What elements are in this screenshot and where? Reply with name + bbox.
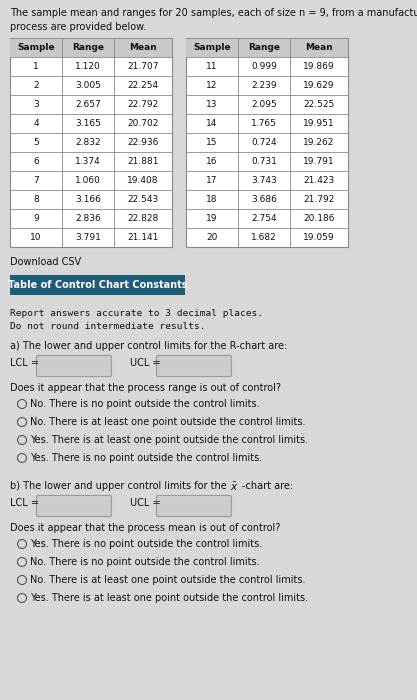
Text: No. There is no point outside the control limits.: No. There is no point outside the contro… <box>30 557 260 567</box>
Text: 17: 17 <box>206 176 218 185</box>
Text: 19.869: 19.869 <box>303 62 335 71</box>
Text: No. There is no point outside the control limits.: No. There is no point outside the contro… <box>30 399 260 409</box>
Text: 6: 6 <box>33 157 39 166</box>
Text: Range: Range <box>72 43 104 52</box>
Text: Does it appear that the process range is out of control?: Does it appear that the process range is… <box>10 383 281 393</box>
Text: 15: 15 <box>206 138 218 147</box>
Text: 19: 19 <box>206 214 218 223</box>
Text: 8: 8 <box>33 195 39 204</box>
Text: 2.239: 2.239 <box>251 81 277 90</box>
Text: 2.754: 2.754 <box>251 214 277 223</box>
Bar <box>186 38 348 247</box>
Text: No. There is at least one point outside the control limits.: No. There is at least one point outside … <box>30 575 306 585</box>
Text: 3.791: 3.791 <box>75 233 101 242</box>
FancyBboxPatch shape <box>10 275 185 295</box>
Text: 21.792: 21.792 <box>303 195 335 204</box>
Text: 2.657: 2.657 <box>75 100 101 109</box>
Text: 19.059: 19.059 <box>303 233 335 242</box>
Text: Yes. There is no point outside the control limits.: Yes. There is no point outside the contr… <box>30 539 262 549</box>
Text: LCL =: LCL = <box>10 358 39 368</box>
Bar <box>10 38 172 247</box>
Text: 13: 13 <box>206 100 218 109</box>
Text: Range: Range <box>248 43 280 52</box>
Text: The sample mean and ranges for 20 samples, each of size n = 9, from a manufactur: The sample mean and ranges for 20 sample… <box>10 8 417 18</box>
Text: 2.836: 2.836 <box>75 214 101 223</box>
Text: 3.165: 3.165 <box>75 119 101 128</box>
Text: 20: 20 <box>206 233 218 242</box>
FancyBboxPatch shape <box>37 496 111 517</box>
Text: 12: 12 <box>206 81 218 90</box>
Bar <box>186 38 348 57</box>
Text: 3.166: 3.166 <box>75 195 101 204</box>
Text: 16: 16 <box>206 157 218 166</box>
Text: 5: 5 <box>33 138 39 147</box>
Text: 19.408: 19.408 <box>127 176 159 185</box>
Text: UCL =: UCL = <box>130 498 161 508</box>
Text: 1.374: 1.374 <box>75 157 101 166</box>
Text: Table of Control Chart Constants: Table of Control Chart Constants <box>8 280 187 290</box>
Text: 0.999: 0.999 <box>251 62 277 71</box>
Text: 1: 1 <box>33 62 39 71</box>
Text: 4: 4 <box>33 119 39 128</box>
Text: 11: 11 <box>206 62 218 71</box>
Text: Sample: Sample <box>193 43 231 52</box>
Text: 21.707: 21.707 <box>127 62 159 71</box>
Text: Mean: Mean <box>129 43 157 52</box>
Text: 3.743: 3.743 <box>251 176 277 185</box>
Text: 0.724: 0.724 <box>251 138 277 147</box>
Text: Does it appear that the process mean is out of control?: Does it appear that the process mean is … <box>10 523 280 533</box>
Text: 18: 18 <box>206 195 218 204</box>
Text: 3: 3 <box>33 100 39 109</box>
FancyBboxPatch shape <box>156 356 231 377</box>
Text: 22.254: 22.254 <box>128 81 158 90</box>
Text: 0.731: 0.731 <box>251 157 277 166</box>
Text: 20.702: 20.702 <box>127 119 159 128</box>
FancyBboxPatch shape <box>37 356 111 377</box>
Text: 22.828: 22.828 <box>127 214 158 223</box>
Text: UCL =: UCL = <box>130 358 161 368</box>
Text: Download CSV: Download CSV <box>10 257 81 267</box>
Text: Yes. There is at least one point outside the control limits.: Yes. There is at least one point outside… <box>30 435 308 445</box>
Text: 1.060: 1.060 <box>75 176 101 185</box>
Text: 1.765: 1.765 <box>251 119 277 128</box>
Text: -chart are:: -chart are: <box>242 481 293 491</box>
Text: LCL =: LCL = <box>10 498 39 508</box>
Text: 1.682: 1.682 <box>251 233 277 242</box>
Text: 21.423: 21.423 <box>304 176 334 185</box>
Text: 20.186: 20.186 <box>303 214 335 223</box>
Text: b) The lower and upper control limits for the: b) The lower and upper control limits fo… <box>10 481 230 491</box>
Text: 22.525: 22.525 <box>304 100 334 109</box>
Text: 2.095: 2.095 <box>251 100 277 109</box>
FancyBboxPatch shape <box>156 496 231 517</box>
Text: 22.792: 22.792 <box>127 100 158 109</box>
Text: Yes. There is at least one point outside the control limits.: Yes. There is at least one point outside… <box>30 593 308 603</box>
Text: Yes. There is no point outside the control limits.: Yes. There is no point outside the contr… <box>30 453 262 463</box>
Text: Do not round intermediate results.: Do not round intermediate results. <box>10 322 206 331</box>
Text: Report answers accurate to 3 decimal places.: Report answers accurate to 3 decimal pla… <box>10 309 263 318</box>
Text: $\bar{x}$: $\bar{x}$ <box>230 481 239 493</box>
Bar <box>10 38 172 57</box>
Text: 2: 2 <box>33 81 39 90</box>
Text: 2.832: 2.832 <box>75 138 101 147</box>
Text: 10: 10 <box>30 233 42 242</box>
Text: 14: 14 <box>206 119 218 128</box>
Text: 1.120: 1.120 <box>75 62 101 71</box>
Text: 3.005: 3.005 <box>75 81 101 90</box>
Text: 7: 7 <box>33 176 39 185</box>
Text: a) The lower and upper control limits for the R-chart are:: a) The lower and upper control limits fo… <box>10 341 287 351</box>
Text: 22.543: 22.543 <box>127 195 158 204</box>
Text: 21.881: 21.881 <box>127 157 159 166</box>
Text: 3.686: 3.686 <box>251 195 277 204</box>
Text: 21.141: 21.141 <box>127 233 159 242</box>
Text: 19.262: 19.262 <box>303 138 335 147</box>
Text: 19.629: 19.629 <box>303 81 335 90</box>
Text: process are provided below.: process are provided below. <box>10 22 146 32</box>
Text: 19.791: 19.791 <box>303 157 335 166</box>
Text: 9: 9 <box>33 214 39 223</box>
Text: 22.936: 22.936 <box>127 138 159 147</box>
Text: 19.951: 19.951 <box>303 119 335 128</box>
Text: No. There is at least one point outside the control limits.: No. There is at least one point outside … <box>30 417 306 427</box>
Text: Mean: Mean <box>305 43 333 52</box>
Text: Sample: Sample <box>17 43 55 52</box>
